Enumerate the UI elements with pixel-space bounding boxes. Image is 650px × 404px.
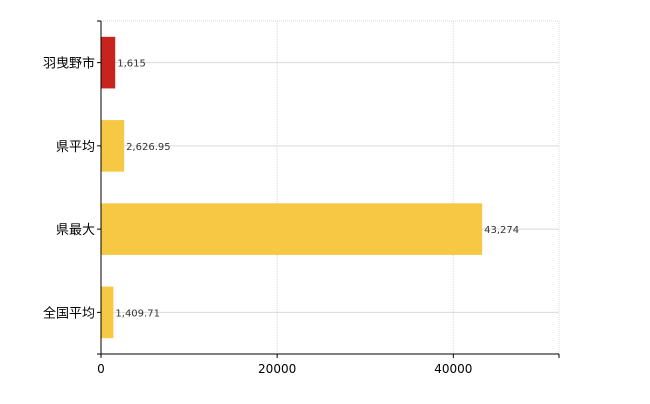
category-label: 県平均 [56, 140, 95, 155]
category-label: 羽曳野市 [43, 56, 95, 72]
bar-1 [101, 120, 125, 172]
axis-layer [97, 20, 560, 358]
bar-2 [101, 203, 483, 255]
bar-value-label: 1,615 [117, 59, 146, 70]
x-tick-label: 20000 [258, 362, 296, 376]
bar-value-label: 43,274 [484, 225, 519, 236]
label-layer: 1,615 羽曳野市 2,626.95 県平均 43,274 県最大 1,409.71 全国平… [43, 56, 519, 376]
x-tick-label: 0 [97, 362, 105, 376]
bar-0 [101, 36, 116, 89]
x-tick-label: 40000 [434, 362, 472, 376]
category-label: 県最大 [56, 223, 95, 238]
bar-layer [101, 36, 483, 339]
category-label: 全国平均 [43, 305, 95, 321]
grid-layer [101, 20, 560, 354]
bar-value-label: 2,626.95 [126, 142, 171, 153]
bar-value-label: 1,409.71 [115, 308, 160, 319]
bar-3 [101, 286, 114, 339]
